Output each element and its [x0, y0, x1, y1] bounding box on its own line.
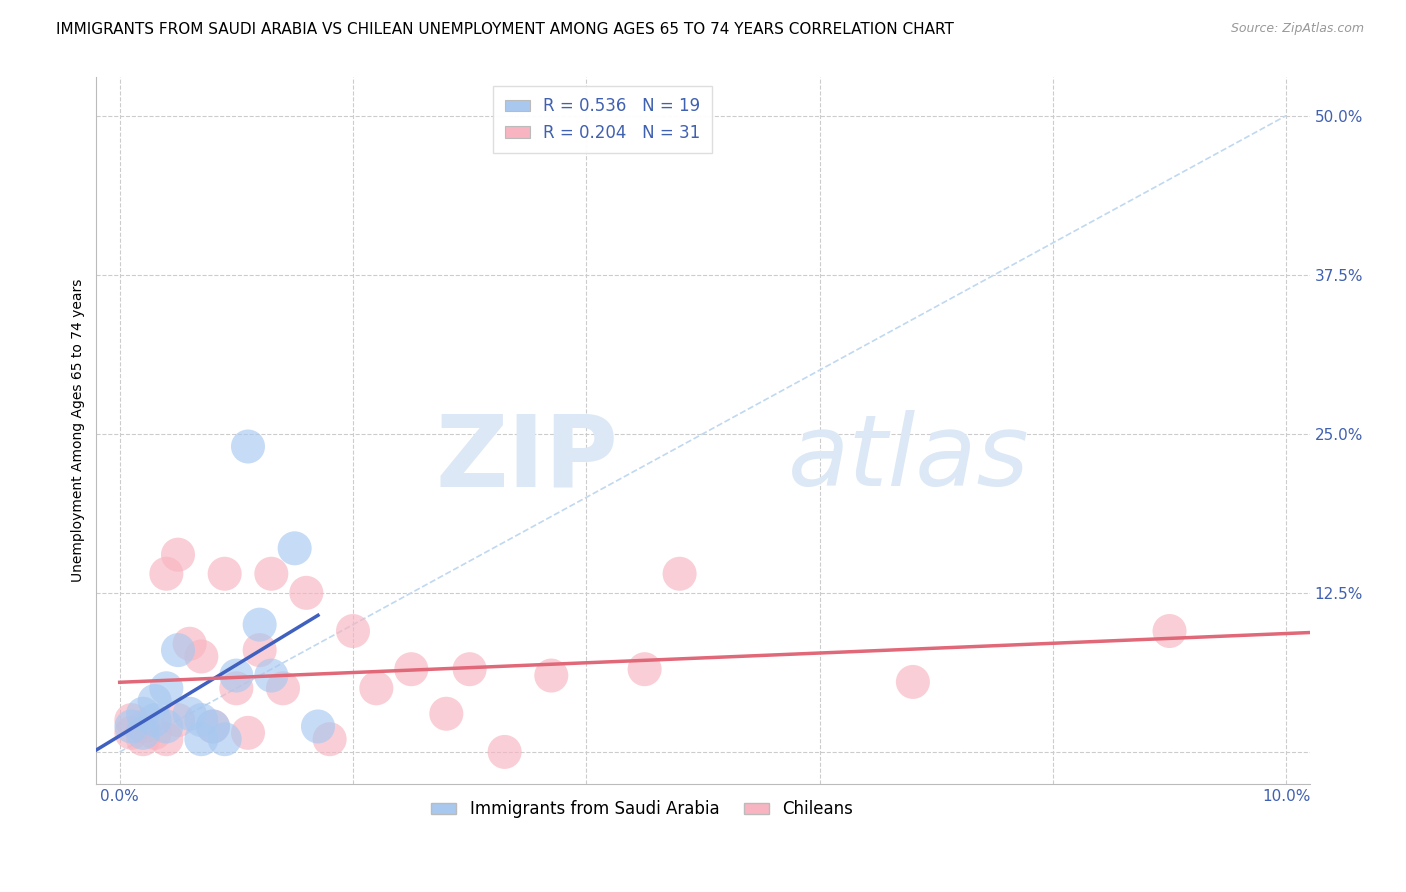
Immigrants from Saudi Arabia [201, 719, 224, 733]
Chileans [1159, 624, 1181, 638]
Immigrants from Saudi Arabia [236, 440, 259, 454]
Chileans [143, 726, 166, 740]
Text: Source: ZipAtlas.com: Source: ZipAtlas.com [1230, 22, 1364, 36]
Chileans [668, 566, 690, 581]
Chileans [225, 681, 247, 696]
Immigrants from Saudi Arabia [190, 732, 212, 747]
Chileans [155, 566, 177, 581]
Text: ZIP: ZIP [434, 410, 619, 508]
Immigrants from Saudi Arabia [120, 719, 142, 733]
Chileans [318, 732, 340, 747]
Immigrants from Saudi Arabia [167, 643, 190, 657]
Chileans [494, 745, 516, 759]
Chileans [214, 566, 236, 581]
Immigrants from Saudi Arabia [179, 706, 201, 721]
Text: atlas: atlas [787, 410, 1029, 508]
Chileans [167, 548, 190, 562]
Immigrants from Saudi Arabia [214, 732, 236, 747]
Immigrants from Saudi Arabia [249, 617, 271, 632]
Immigrants from Saudi Arabia [284, 541, 307, 556]
Immigrants from Saudi Arabia [143, 694, 166, 708]
Immigrants from Saudi Arabia [155, 719, 177, 733]
Chileans [458, 662, 481, 676]
Chileans [179, 637, 201, 651]
Chileans [120, 726, 142, 740]
Chileans [167, 713, 190, 727]
Chileans [260, 566, 283, 581]
Chileans [236, 726, 259, 740]
Y-axis label: Unemployment Among Ages 65 to 74 years: Unemployment Among Ages 65 to 74 years [72, 279, 86, 582]
Legend: Immigrants from Saudi Arabia, Chileans: Immigrants from Saudi Arabia, Chileans [425, 794, 860, 825]
Immigrants from Saudi Arabia [143, 713, 166, 727]
Chileans [295, 586, 318, 600]
Immigrants from Saudi Arabia [132, 706, 155, 721]
Immigrants from Saudi Arabia [190, 713, 212, 727]
Chileans [540, 668, 562, 682]
Chileans [633, 662, 655, 676]
Immigrants from Saudi Arabia [132, 726, 155, 740]
Chileans [249, 643, 271, 657]
Chileans [120, 713, 142, 727]
Chileans [155, 732, 177, 747]
Chileans [342, 624, 364, 638]
Text: IMMIGRANTS FROM SAUDI ARABIA VS CHILEAN UNEMPLOYMENT AMONG AGES 65 TO 74 YEARS C: IMMIGRANTS FROM SAUDI ARABIA VS CHILEAN … [56, 22, 955, 37]
Chileans [132, 732, 155, 747]
Chileans [132, 719, 155, 733]
Chileans [401, 662, 423, 676]
Chileans [366, 681, 388, 696]
Chileans [190, 649, 212, 664]
Immigrants from Saudi Arabia [260, 668, 283, 682]
Chileans [201, 719, 224, 733]
Immigrants from Saudi Arabia [225, 668, 247, 682]
Chileans [434, 706, 457, 721]
Chileans [901, 674, 924, 689]
Immigrants from Saudi Arabia [307, 719, 329, 733]
Immigrants from Saudi Arabia [155, 681, 177, 696]
Chileans [271, 681, 294, 696]
